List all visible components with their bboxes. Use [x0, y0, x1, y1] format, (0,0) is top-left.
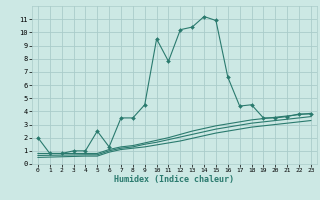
X-axis label: Humidex (Indice chaleur): Humidex (Indice chaleur) — [115, 175, 234, 184]
